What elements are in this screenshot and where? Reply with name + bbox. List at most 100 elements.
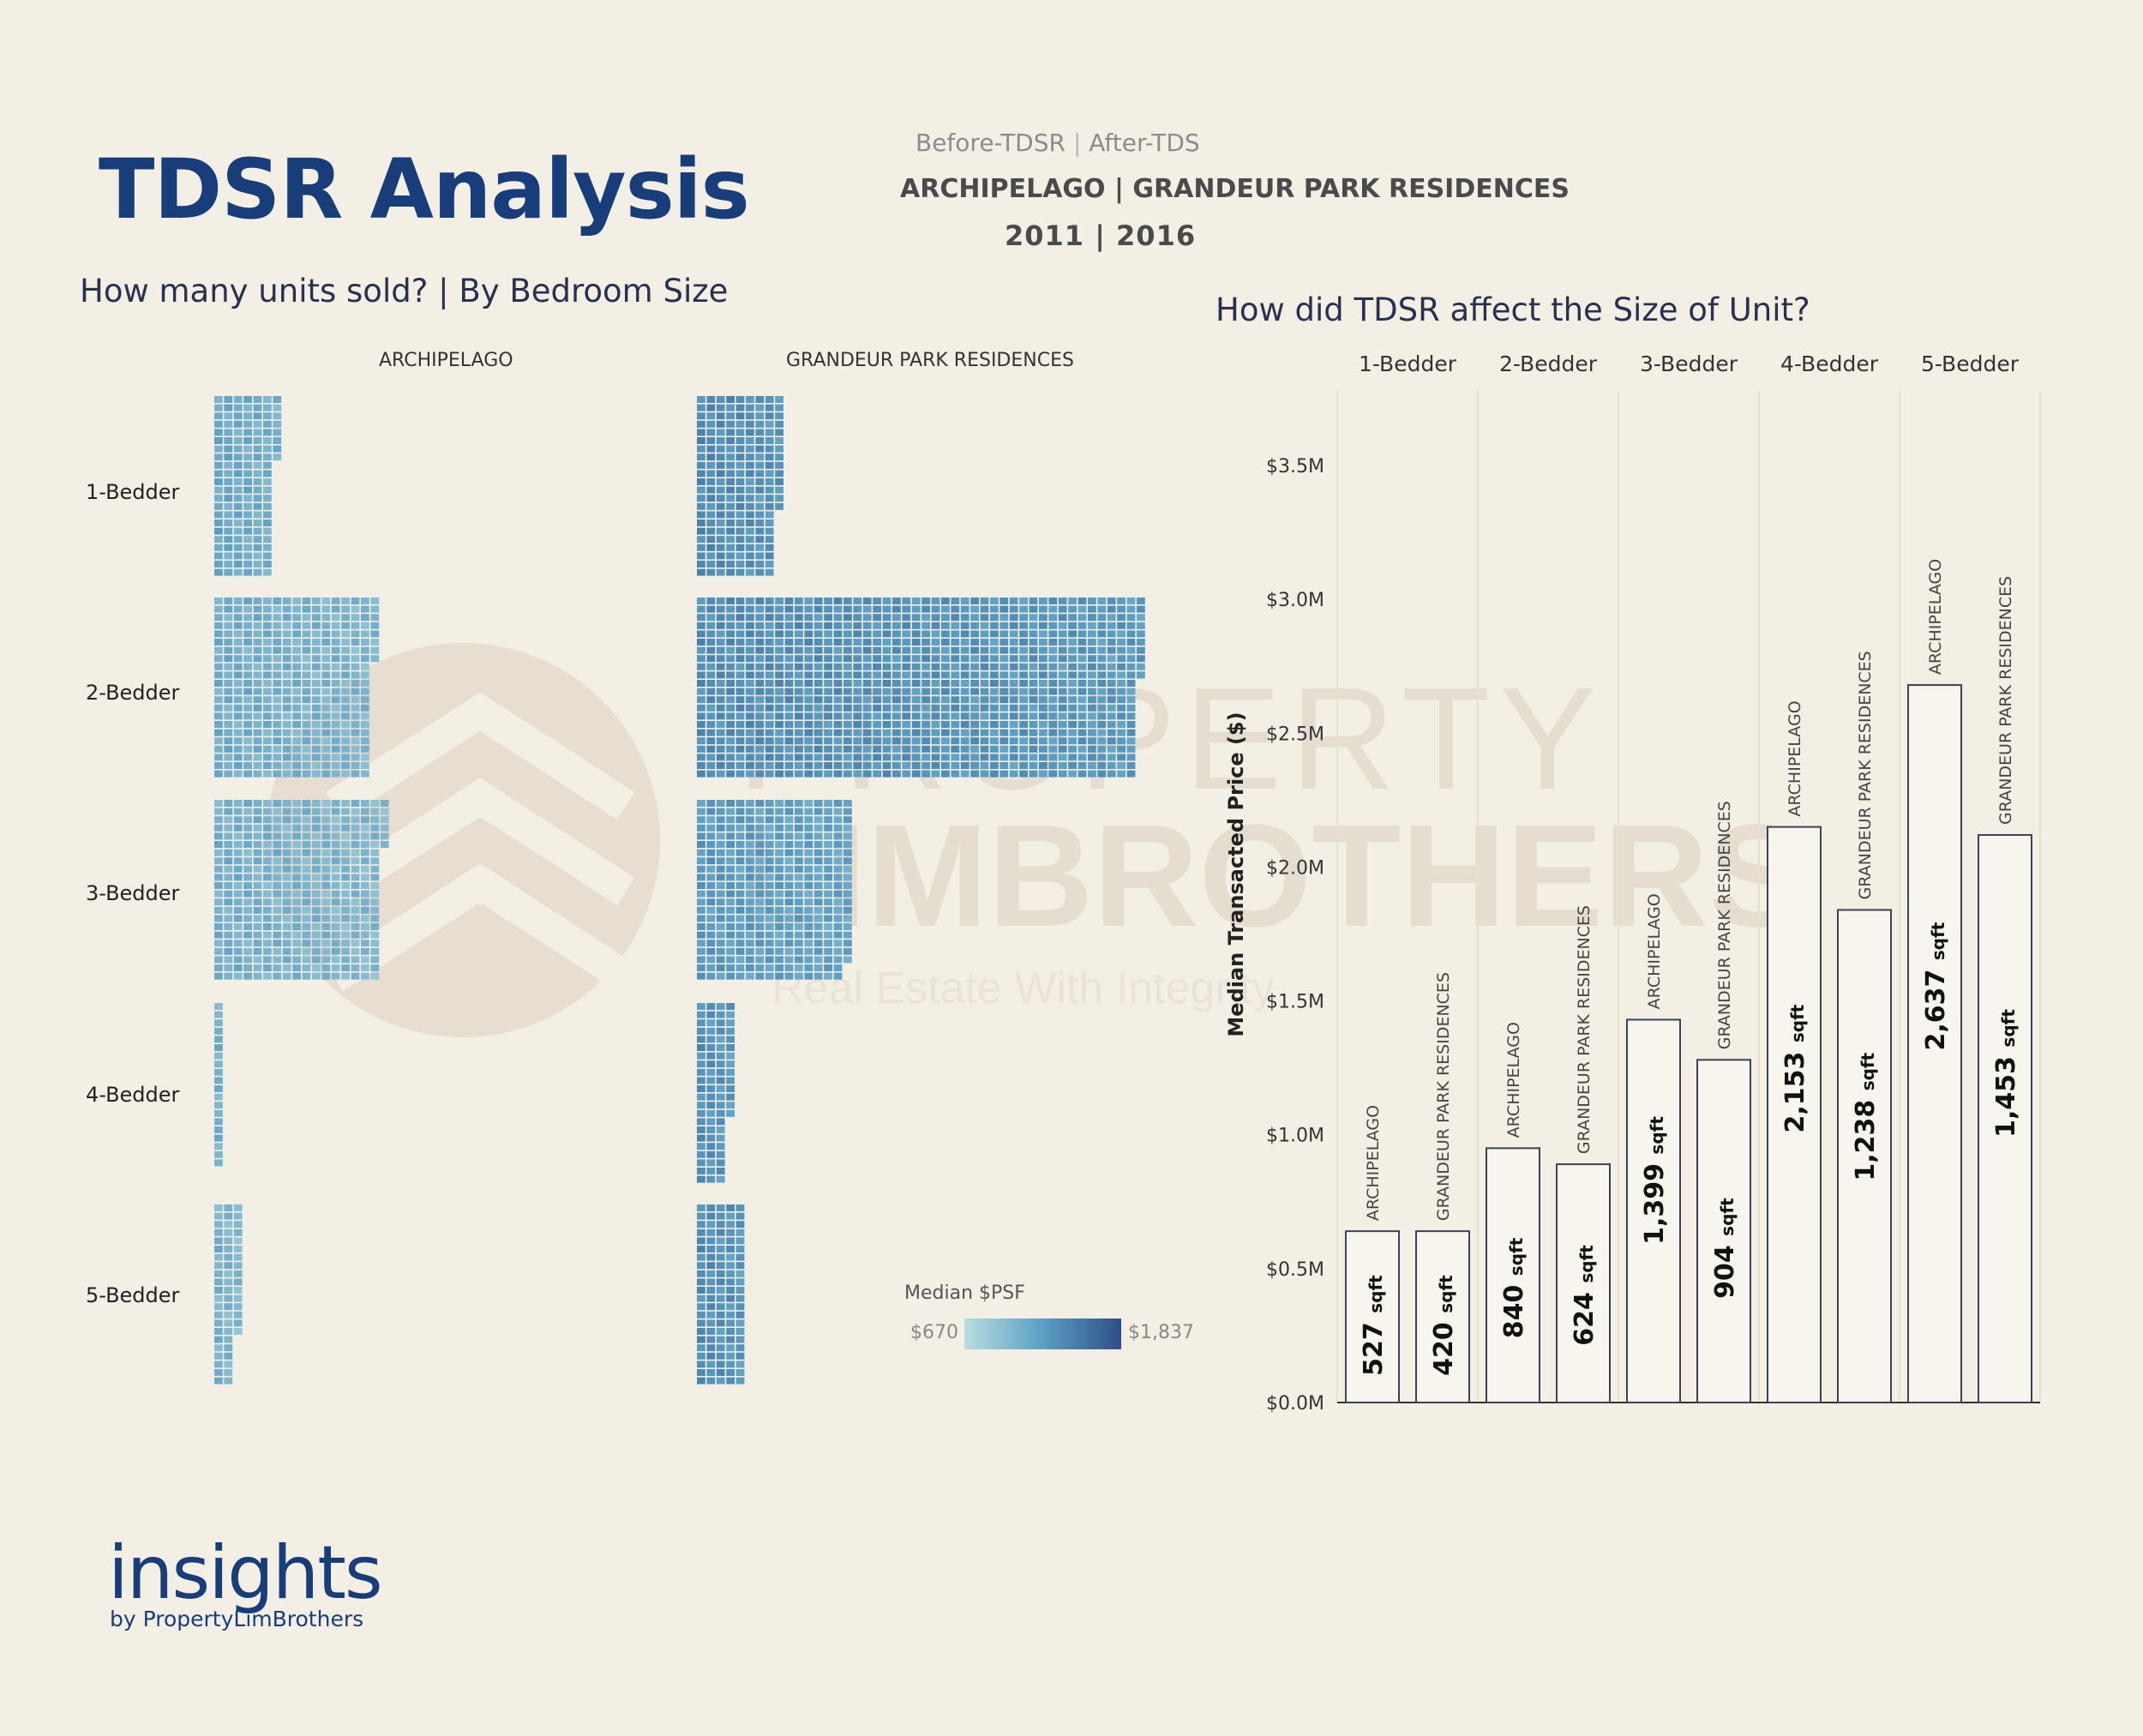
- treemap-unit-cell: [726, 754, 735, 761]
- treemap-unit-cell: [765, 461, 774, 469]
- treemap-unit-cell: [1068, 646, 1077, 654]
- treemap-unit-cell: [716, 1126, 725, 1133]
- treemap-unit-cell: [351, 754, 360, 761]
- treemap-unit-cell: [784, 598, 794, 604]
- treemap-unit-cell: [833, 663, 843, 670]
- treemap-unit-cell: [735, 502, 745, 510]
- insights-byline: by PropertyLimBrothers: [110, 1607, 364, 1631]
- treemap-unit-cell: [1078, 712, 1087, 720]
- treemap-unit-cell: [755, 622, 765, 629]
- treemap-unit-cell: [726, 816, 735, 824]
- treemap-unit-cell: [273, 898, 282, 906]
- treemap-unit-cell: [853, 630, 862, 638]
- treemap-unit-cell: [941, 646, 950, 654]
- treemap-unit-cell: [1068, 680, 1077, 687]
- treemap-unit-cell: [892, 729, 901, 736]
- bar-size-label: 1,238 sqft: [1851, 1052, 1881, 1180]
- treemap-unit-cell: [253, 568, 262, 576]
- treemap-unit-cell: [853, 646, 862, 654]
- treemap-unit-cell: [1137, 663, 1145, 670]
- treemap-unit-cell: [243, 737, 252, 745]
- treemap-unit-cell: [706, 598, 716, 604]
- treemap-unit-cell: [784, 832, 794, 840]
- treemap-unit-cell: [824, 696, 832, 704]
- treemap-unit-cell: [999, 639, 1009, 646]
- treemap-unit-cell: [351, 931, 360, 939]
- treemap-unit-cell: [351, 663, 360, 670]
- treemap-unit-cell: [1097, 696, 1107, 704]
- treemap-unit-cell: [697, 857, 705, 865]
- treemap-unit-cell: [970, 655, 979, 663]
- treemap-unit-cell: [862, 745, 872, 753]
- treemap-unit-cell: [370, 630, 380, 638]
- treemap-unit-cell: [726, 1377, 735, 1385]
- treemap-unit-cell: [361, 824, 369, 832]
- treemap-unit-cell: [1019, 770, 1028, 778]
- treemap-unit-cell: [862, 729, 872, 736]
- treemap-unit-cell: [331, 630, 340, 638]
- treemap-unit-cell: [716, 1019, 725, 1027]
- treemap-unit-cell: [795, 964, 803, 971]
- treemap-unit-cell: [735, 865, 745, 873]
- treemap-unit-cell: [970, 712, 979, 720]
- treemap-unit-cell: [263, 404, 272, 411]
- treemap-unit-cell: [755, 696, 765, 704]
- treemap-unit-cell: [833, 923, 843, 930]
- treemap-unit-cell: [804, 630, 813, 638]
- treemap-unit-cell: [321, 857, 331, 865]
- treemap-unit-cell: [795, 947, 803, 955]
- treemap-unit-cell: [253, 754, 262, 761]
- treemap-unit-cell: [833, 754, 843, 761]
- treemap-unit-cell: [243, 486, 252, 494]
- treemap-unit-cell: [243, 832, 252, 840]
- treemap-unit-cell: [784, 630, 794, 638]
- treemap-unit-cell: [775, 630, 783, 638]
- treemap-unit-cell: [735, 1287, 745, 1294]
- treemap-unit-cell: [726, 445, 735, 453]
- treemap-unit-cell: [1058, 712, 1067, 720]
- treemap-unit-cell: [321, 663, 331, 670]
- treemap-unit-cell: [282, 808, 291, 815]
- treemap-unit-cell: [224, 663, 233, 670]
- treemap-unit-cell: [824, 630, 832, 638]
- treemap-unit-cell: [273, 770, 282, 778]
- treemap-unit-cell: [716, 1361, 725, 1368]
- treemap-unit-cell: [312, 598, 321, 604]
- treemap-unit-cell: [980, 762, 989, 769]
- treemap-unit-cell: [892, 762, 901, 769]
- treemap-unit-cell: [1048, 754, 1058, 761]
- treemap-unit-cell: [824, 646, 832, 654]
- treemap-unit-cell: [746, 882, 754, 889]
- treemap-unit-cell: [804, 972, 813, 980]
- treemap-unit-cell: [775, 745, 783, 753]
- treemap-unit-cell: [765, 754, 774, 761]
- treemap-unit-cell: [1107, 655, 1116, 663]
- treemap-unit-cell: [1048, 646, 1058, 654]
- y-tick-label: $0.5M: [1266, 1259, 1324, 1281]
- treemap-unit-cell: [990, 745, 999, 753]
- treemap-unit-cell: [224, 956, 233, 964]
- treemap-unit-cell: [214, 437, 223, 444]
- treemap-unit-cell: [716, 940, 725, 947]
- treemap-unit-cell: [214, 737, 223, 745]
- treemap-unit-cell: [282, 972, 291, 980]
- treemap-unit-cell: [263, 598, 272, 604]
- treemap-unit-cell: [765, 478, 774, 485]
- treemap-unit-cell: [726, 598, 735, 604]
- treemap-unit-cell: [224, 800, 233, 807]
- treemap-unit-cell: [1039, 729, 1047, 736]
- treemap-unit-cell: [726, 544, 735, 551]
- treemap-unit-cell: [341, 721, 350, 728]
- treemap-unit-cell: [716, 663, 725, 670]
- treemap-unit-cell: [370, 622, 380, 629]
- treemap-unit-cell: [321, 754, 331, 761]
- treemap-unit-cell: [214, 486, 223, 494]
- treemap-unit-cell: [775, 898, 783, 906]
- treemap-unit-cell: [980, 639, 989, 646]
- treemap-unit-cell: [960, 622, 969, 629]
- treemap-unit-cell: [833, 762, 843, 769]
- treemap-unit-cell: [341, 874, 350, 881]
- treemap-unit-cell: [892, 655, 901, 663]
- treemap-unit-cell: [302, 841, 311, 848]
- treemap-unit-cell: [233, 729, 243, 736]
